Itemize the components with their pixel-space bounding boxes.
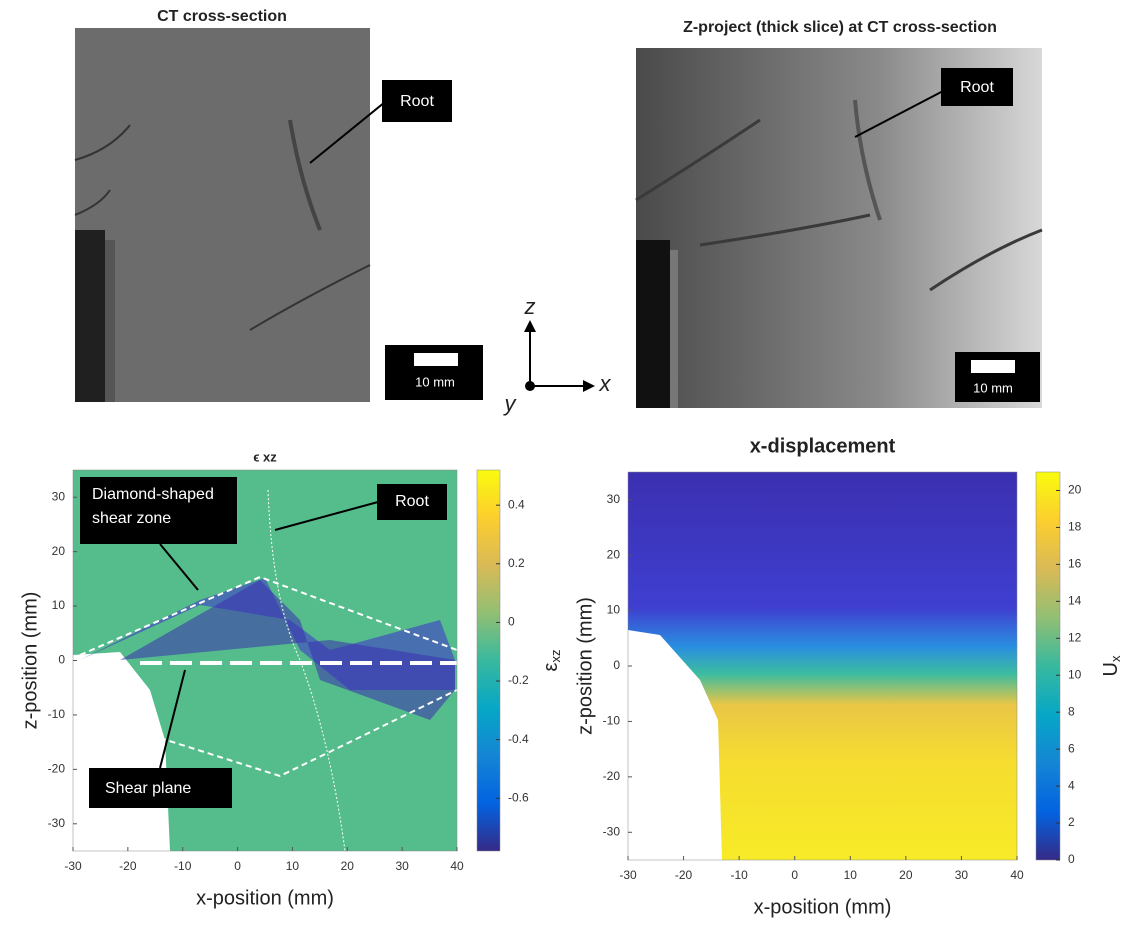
colorbar-tick-label: -0.4 — [508, 732, 529, 746]
y-tick-label: -10 — [603, 714, 621, 728]
colorbar-label: Ux — [1100, 655, 1122, 676]
x-tick-label: -30 — [64, 859, 82, 873]
axes-diagram: z x y — [503, 294, 612, 416]
x-tick-label: 10 — [286, 859, 300, 873]
x-tick-label: 20 — [341, 859, 355, 873]
x-tick-label: 30 — [395, 859, 409, 873]
colorbar-label-main: U — [1100, 662, 1122, 676]
colorbar-tick-label: 0.4 — [508, 497, 525, 511]
axis-y: y — [503, 391, 518, 416]
y-tick-label: 10 — [607, 603, 621, 617]
x-tick-label: -10 — [174, 859, 192, 873]
x-tick-label: 0 — [791, 868, 798, 882]
colorbar-label: εxz — [540, 650, 563, 672]
chart-title: ϵ xz — [253, 449, 277, 464]
x-tick-label: -30 — [619, 868, 637, 882]
axis-z: z — [524, 294, 536, 319]
y-tick-label: 10 — [52, 598, 66, 612]
x-tick-label: 20 — [899, 868, 913, 882]
colorbar-tick-label: 0.2 — [508, 556, 525, 570]
axis-x: x — [599, 371, 612, 396]
x-axis-label: x-position (mm) — [754, 896, 892, 918]
colorbar-tick-label: 12 — [1068, 630, 1082, 644]
y-axis-label: z-position (mm) — [19, 592, 41, 730]
colorbar-label-sub: xz — [548, 650, 563, 663]
x-tick-label: 40 — [450, 859, 464, 873]
colorbar-tick-label: 4 — [1068, 778, 1075, 792]
scale-bar: 10 mm — [973, 380, 1013, 395]
y-tick-label: -30 — [603, 824, 621, 838]
y-tick-label: 20 — [607, 547, 621, 561]
y-tick-label: 0 — [58, 653, 65, 667]
strain-field: Diamond-shaped shear zone Root Shear plan… — [73, 470, 458, 852]
colorbar-label-sub: x — [1108, 655, 1122, 662]
annotation: Root — [395, 493, 429, 510]
y-tick-label: 30 — [52, 489, 66, 503]
y-tick-label: 20 — [52, 544, 66, 558]
x-tick-label: 30 — [955, 868, 969, 882]
colorbar — [476, 469, 501, 852]
image-title: CT cross-section — [157, 8, 287, 25]
image-label: Root — [960, 79, 994, 96]
y-tick-label: -20 — [603, 769, 621, 783]
y-tick-label: -20 — [48, 762, 66, 776]
colorbar-tick-label: 16 — [1068, 557, 1082, 571]
x-tick-label: -20 — [675, 868, 693, 882]
colorbar-tick-label: 2 — [1068, 815, 1075, 829]
y-axis-label: z-position (mm) — [574, 597, 596, 735]
colorbar-tick-label: -0.2 — [508, 673, 529, 687]
colorbar-tick-label: 0 — [1068, 852, 1075, 866]
colorbar-tick-label: 6 — [1068, 741, 1075, 755]
y-tick-label: 30 — [607, 492, 621, 506]
x-tick-label: 10 — [844, 868, 858, 882]
colorbar-tick-label: 10 — [1068, 667, 1082, 681]
colorbar-tick-label: 8 — [1068, 704, 1075, 718]
annotation: Shear plane — [105, 780, 191, 797]
colorbar-tick-label: 0 — [508, 615, 515, 629]
colorbar-tick-label: 20 — [1068, 483, 1082, 497]
x-tick-label: -10 — [730, 868, 748, 882]
image-label: Root — [400, 93, 434, 110]
x-tick-label: 40 — [1010, 868, 1024, 882]
x-tick-label: 0 — [234, 859, 241, 873]
colorbar — [1035, 471, 1061, 861]
colorbar-tick-label: 18 — [1068, 520, 1082, 534]
displacement-field — [628, 472, 1017, 860]
scale-bar: 10 mm — [415, 374, 455, 389]
chart-title: x-displacement — [750, 435, 896, 457]
colorbar-tick-label: 14 — [1068, 594, 1082, 608]
y-tick-label: -30 — [48, 816, 66, 830]
colorbar-label-main: ε — [540, 662, 562, 671]
x-tick-label: -20 — [119, 859, 137, 873]
colorbar-tick-label: -0.6 — [508, 790, 529, 804]
projection-image: Z-project (thick slice) at CT cross-sect… — [635, 19, 1043, 408]
ct-image: CT cross-section Root 10 mm — [74, 8, 483, 402]
y-tick-label: 0 — [613, 658, 620, 672]
x-axis-label: x-position (mm) — [196, 887, 334, 909]
image-title: Z-project (thick slice) at CT cross-sect… — [683, 19, 997, 36]
y-tick-label: -10 — [48, 707, 66, 721]
